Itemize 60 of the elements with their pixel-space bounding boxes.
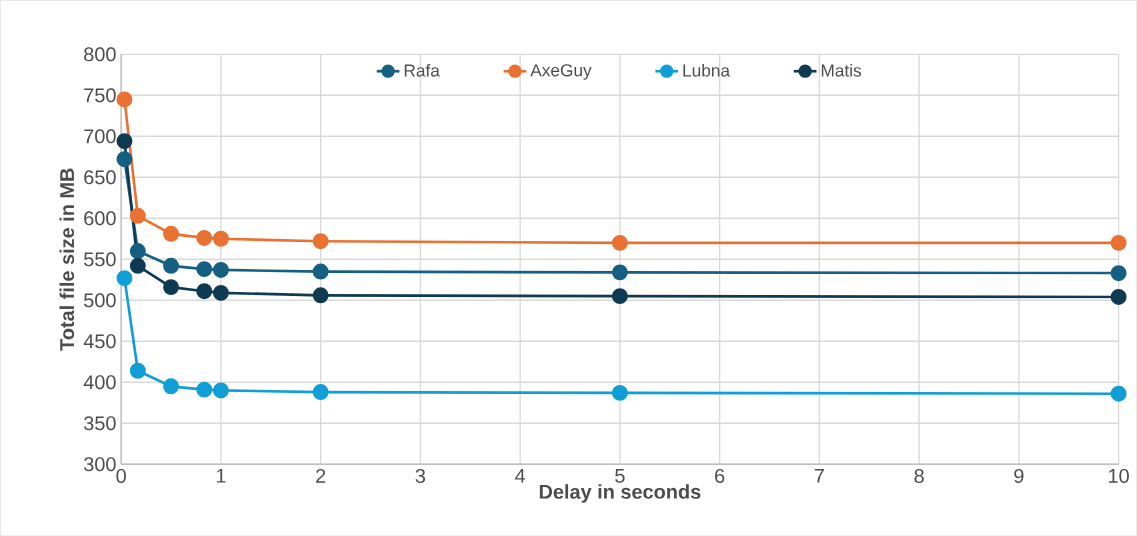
point [312,263,329,280]
x-axis-title: Delay in seconds [539,484,701,503]
point [196,229,213,246]
y-tick-label: 800 [84,47,116,62]
x-tick-label: 4 [515,468,526,483]
y-tick-label: 700 [84,129,116,144]
x-tick-label: 8 [914,468,924,483]
x-tick-label: 0 [116,468,126,483]
point [212,230,229,247]
y-tick-label: 500 [84,293,116,308]
point [611,264,628,281]
point [129,362,146,379]
legend-label: AxeGuy [530,64,592,80]
point [129,207,146,224]
x-tick-label: 5 [615,468,625,483]
point [163,279,180,295]
x-tick-label: 9 [1014,468,1024,483]
x-tick-label: 10 [1109,468,1129,483]
point [312,383,329,400]
legend-label: Rafa [404,63,440,77]
y-tick-label: 750 [84,88,116,103]
y-tick-label: 600 [84,211,116,226]
x-tick-label: 2 [316,468,326,483]
point [212,261,229,278]
x-tick-label: 7 [814,468,824,483]
point [1110,265,1127,282]
point [1110,234,1127,251]
point [611,288,628,304]
x-tick-label: 3 [415,468,426,483]
point [116,91,133,108]
point [312,233,329,250]
y-tick-label: 300 [84,457,116,472]
legend-label: Matis [821,63,862,77]
point [129,257,146,274]
point [196,283,213,300]
point [1110,385,1127,402]
y-tick-label: 350 [84,416,116,431]
point [212,284,229,301]
legend-label: Lubna [683,63,731,77]
point [163,378,180,395]
point [611,234,628,251]
point [163,257,180,274]
point [312,287,329,304]
x-tick-label: 1 [216,468,226,483]
y-tick-label: 400 [83,375,116,390]
y-tick-label: 450 [83,334,116,349]
x-tick-label: 6 [715,468,725,483]
point [1110,288,1127,305]
point [196,381,213,398]
point [116,270,133,286]
point [116,133,133,150]
point [129,242,146,259]
point [611,384,628,401]
y-tick-label: 550 [84,252,116,267]
point [196,261,213,277]
y-tick-label: 650 [84,170,116,185]
y-axis-title: Total file size in MB [59,168,75,351]
point [116,151,133,168]
point [163,225,180,242]
point [212,382,229,399]
